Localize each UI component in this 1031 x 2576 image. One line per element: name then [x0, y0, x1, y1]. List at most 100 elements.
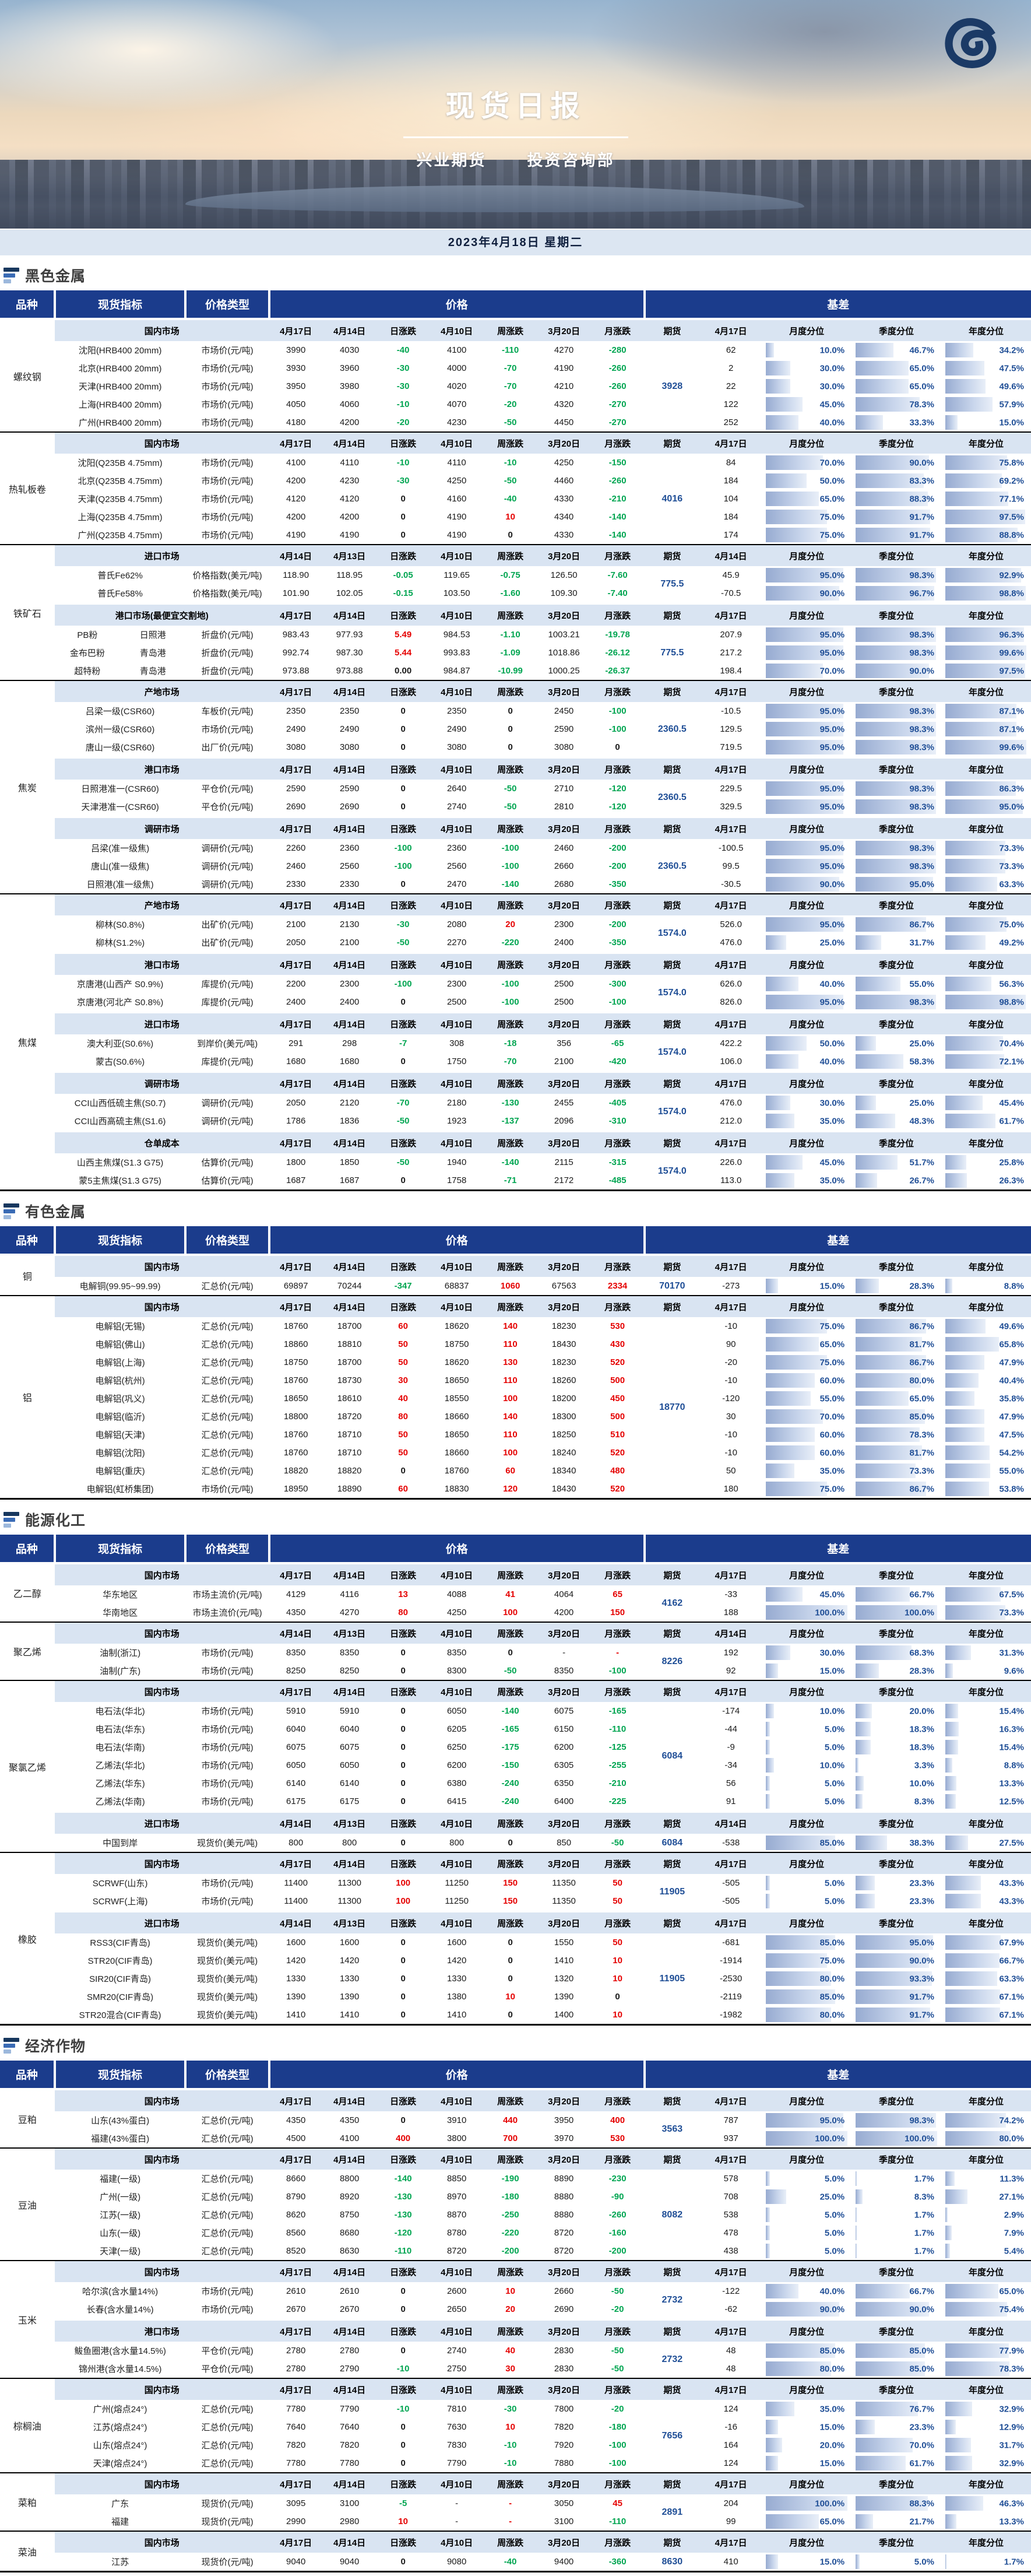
percentile-cell: 27.5%	[941, 1834, 1031, 1852]
percentile-bar-wrap: 26.7%	[856, 1173, 937, 1188]
futures-price-cell: 2360.5	[657, 724, 687, 734]
price-cell: 6400	[554, 1796, 574, 1806]
change-cell: 150	[610, 1608, 625, 1617]
percentile-bar	[766, 379, 791, 394]
percentile-bar-wrap: 95.0%	[766, 627, 847, 642]
column-date-label: 4月14日	[322, 680, 376, 702]
percentile-value: 8.3%	[914, 2192, 934, 2202]
column-date-label: 4月17日	[269, 894, 323, 915]
percentile-cell: 95.0%	[762, 702, 851, 720]
percentile-bar-wrap: 96.7%	[856, 586, 937, 601]
percentile-value: 65.0%	[909, 363, 934, 373]
percentile-bar-wrap: 15.0%	[766, 2420, 847, 2434]
percentile-cell: 86.7%	[851, 1317, 941, 1335]
percentile-bar-wrap: 45.0%	[766, 1155, 847, 1170]
change-cell: -50	[611, 2346, 624, 2356]
percentile-bar	[856, 492, 928, 506]
price-cell: 11250	[445, 1878, 469, 1888]
percentile-bar-wrap: 73.3%	[945, 841, 1027, 855]
futures-price-cell: 3563	[661, 2124, 683, 2134]
percentile-bar	[766, 1989, 836, 2004]
column-monthly-percentile-label: 月度分位	[762, 1852, 852, 1874]
percentile-cell: 20.0%	[762, 2436, 851, 2454]
percentile-bar-wrap: 72.1%	[945, 1054, 1027, 1069]
column-date-label: 3月20日	[537, 1911, 591, 1933]
commodity-name: 玉米	[0, 2261, 55, 2378]
column-basis-date-label: 4月17日	[700, 894, 762, 915]
percentile-bar-wrap: 91.7%	[856, 528, 937, 542]
percentile-cell: 91.7%	[851, 1988, 941, 2006]
percentile-value: 8.3%	[914, 1796, 934, 1806]
data-row: 江苏(熔点24°) 汇总价(元/吨) 7640 7640 0 7630 10 7820 -180…	[0, 2418, 1031, 2436]
percentile-value: 100.0%	[905, 2133, 934, 2143]
percentile-bar	[945, 1036, 1003, 1051]
price-type-cell: 市场价(元/吨)	[201, 346, 254, 356]
percentile-bar-wrap: 15.4%	[945, 1740, 1027, 1754]
percentile-bar	[766, 1464, 795, 1478]
basis-value-cell: 438	[723, 2246, 738, 2256]
column-date-label: 日涨跌	[376, 1131, 430, 1153]
basis-value-cell: 180	[723, 1484, 738, 1494]
basis-value-cell: 106.0	[720, 1057, 742, 1066]
percentile-value: 20.0%	[819, 2440, 845, 2450]
data-row: 山东(熔点24°) 汇总价(元/吨) 7820 7820 0 7830 -10 7920 -10…	[0, 2436, 1031, 2454]
percentile-value: 70.0%	[819, 458, 845, 468]
column-date-label: 4月14日	[322, 757, 376, 780]
percentile-cell: 85.0%	[851, 2360, 941, 2378]
percentile-bar-wrap: 55.0%	[766, 1391, 847, 1406]
basis-value-cell: 538	[723, 2210, 738, 2220]
price-cell: -	[455, 2498, 459, 2508]
percentile-bar	[856, 1391, 909, 1406]
percentile-bar-wrap: 85.0%	[856, 1409, 937, 1424]
column-date-label: 周涨跌	[483, 1852, 537, 1874]
price-cell: 11400	[284, 1896, 308, 1906]
basis-value-cell: 476.0	[720, 1098, 742, 1108]
commodity-name: 菜油	[0, 2531, 55, 2572]
percentile-bar	[945, 1587, 1001, 1602]
percentile-bar	[766, 473, 807, 488]
percentile-value: 55.0%	[819, 1394, 845, 1403]
bar-b1	[3, 2037, 19, 2042]
column-monthly-percentile-label: 月度分位	[762, 1296, 852, 1317]
percentile-bar	[856, 1740, 871, 1754]
percentile-bar-wrap: 73.3%	[945, 859, 1027, 873]
percentile-cell: 47.9%	[941, 1353, 1031, 1371]
percentile-bar	[945, 1876, 981, 1890]
percentile-cell: 5.0%	[762, 1774, 851, 1792]
column-yearly-percentile-label: 年度分位	[941, 2319, 1031, 2342]
price-cell: 18230	[551, 1321, 576, 1331]
column-date-label: 4月14日	[322, 2531, 376, 2553]
percentile-cell: 5.0%	[762, 1738, 851, 1756]
percentile-cell: 98.3%	[851, 857, 941, 875]
column-monthly-percentile-label: 月度分位	[762, 1012, 852, 1034]
commodity-name: 棕榈油	[0, 2378, 55, 2473]
column-date-label: 4月14日	[269, 1911, 323, 1933]
change-cell: 0	[400, 1974, 406, 1984]
percentile-cell: 99.6%	[941, 738, 1031, 757]
percentile-bar-wrap: 67.9%	[945, 1935, 1027, 1950]
percentile-bar	[945, 1337, 1000, 1352]
price-cell: 4110	[340, 458, 359, 468]
percentile-cell: 18.3%	[851, 1738, 941, 1756]
column-date-label: 周涨跌	[483, 2148, 537, 2170]
percentile-value: 85.0%	[909, 2346, 934, 2356]
percentile-bar	[945, 2420, 956, 2434]
percentile-value: 67.1%	[999, 2010, 1024, 2020]
change-cell: -100	[608, 997, 627, 1007]
section-bars-icon	[3, 1511, 19, 1528]
column-futures-label: 期货	[644, 1852, 701, 1874]
percentile-cell: 67.1%	[941, 1988, 1031, 2006]
data-row: 柳林(S0.8%) 出矿价(元/吨) 2100 2130 -30 2080 20 2300 -2…	[0, 915, 1031, 938]
column-date-label: 日涨跌	[376, 1680, 430, 1702]
basis-value-cell: 410	[723, 2557, 738, 2567]
price-cell: 2650	[446, 2304, 467, 2314]
percentile-bar-wrap: 81.7%	[856, 1337, 937, 1352]
indicator-cell: 福建(一级)	[100, 2174, 141, 2184]
indicator-cell: 电解铝(佛山)	[95, 1340, 145, 1350]
change-cell: 0	[400, 1992, 406, 2002]
column-basis-date-label: 4月17日	[700, 2148, 762, 2170]
indicator-cell: SMR20(CIF青岛)	[86, 1992, 154, 2002]
price-cell: 7820	[554, 2422, 574, 2432]
column-monthly-percentile-label: 月度分位	[762, 1812, 852, 1834]
percentile-value: 5.0%	[824, 2228, 845, 2238]
